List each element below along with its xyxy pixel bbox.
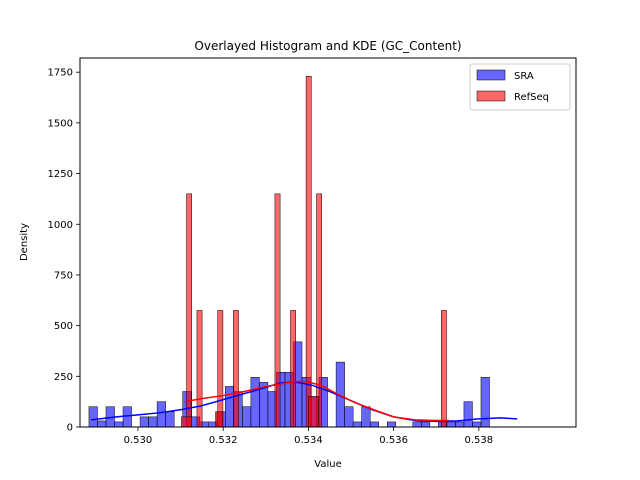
x-tick-label-0: 0.530 (124, 435, 153, 446)
sra-bar-8 (156, 401, 166, 428)
sra-bar-46 (480, 377, 490, 428)
legend-label-refseq: RefSeq (514, 92, 549, 103)
y-tick-label-2: 500 (54, 321, 73, 332)
sra-bar-0 (88, 406, 98, 428)
y-tick-label-5: 1250 (48, 169, 73, 180)
refseq-bar-25 (316, 193, 322, 428)
refseq-bar-49 (441, 310, 447, 428)
y-tick-label-6: 1500 (48, 118, 73, 129)
plot-area-frame (79, 57, 577, 428)
legend-label-sra: SRA (514, 71, 534, 82)
x-tick-label-3: 0.536 (379, 435, 408, 446)
sra-bar-9 (165, 411, 175, 428)
sra-bar-32 (361, 406, 371, 428)
y-axis-ticks: 0 250 500 750 1000 1250 1500 1750 (48, 68, 80, 434)
x-tick-label-4: 0.538 (465, 435, 494, 446)
refseq-bar-23 (305, 75, 312, 428)
refseq-bar-0 (186, 193, 192, 428)
y-tick-label-0: 0 (67, 423, 73, 434)
refseq-bar-17 (274, 193, 281, 428)
sra-bar-43 (455, 421, 465, 428)
kde-lines (90, 380, 518, 423)
sra-bar-33 (369, 421, 379, 428)
sra-bar-3 (114, 421, 124, 428)
sra-bar-45 (472, 421, 482, 428)
y-tick-label-7: 1750 (48, 68, 73, 79)
y-tick-label-3: 750 (54, 270, 73, 281)
legend-swatch-sra (476, 69, 506, 81)
refseq-bar-2 (196, 310, 203, 428)
refseq-bar-9 (233, 310, 239, 428)
sra-bar-44 (463, 401, 473, 428)
sra-bar-1 (97, 420, 107, 428)
refseq-extra-bar-2 (308, 396, 319, 428)
x-axis-label: Value (314, 459, 341, 470)
refseq-extra-bar-0 (181, 416, 192, 428)
sra-bar-31 (352, 421, 362, 428)
sra-bar-39 (421, 421, 431, 428)
sra-bar-6 (139, 416, 149, 428)
legend-swatch-refseq (476, 90, 506, 102)
refseq-extra-bar-1 (215, 411, 223, 428)
sra-bar-16 (225, 386, 235, 428)
sra-bar-7 (148, 416, 158, 428)
x-axis-ticks: 0.530 0.532 0.534 0.536 0.538 (124, 427, 494, 446)
y-tick-label-4: 1000 (48, 220, 73, 231)
sra-bar-30 (344, 406, 354, 428)
x-tick-label-2: 0.534 (294, 435, 323, 446)
legend: SRA RefSeq (469, 63, 571, 111)
sra-bar-18 (242, 406, 252, 428)
refseq-bar-20 (290, 310, 296, 428)
sra-bar-19 (250, 377, 260, 428)
sra-bar-38 (412, 421, 422, 428)
chart-title: Overlayed Histogram and KDE (GC_Content) (194, 39, 461, 53)
sra-bar-42 (446, 421, 456, 428)
y-tick-label-1: 250 (54, 372, 73, 383)
kde-line-refseq (184, 380, 450, 422)
y-axis-label: Density (19, 223, 30, 261)
x-tick-label-1: 0.532 (209, 435, 238, 446)
sra-bar-35 (386, 421, 397, 428)
refseq-bar-6 (217, 310, 224, 428)
